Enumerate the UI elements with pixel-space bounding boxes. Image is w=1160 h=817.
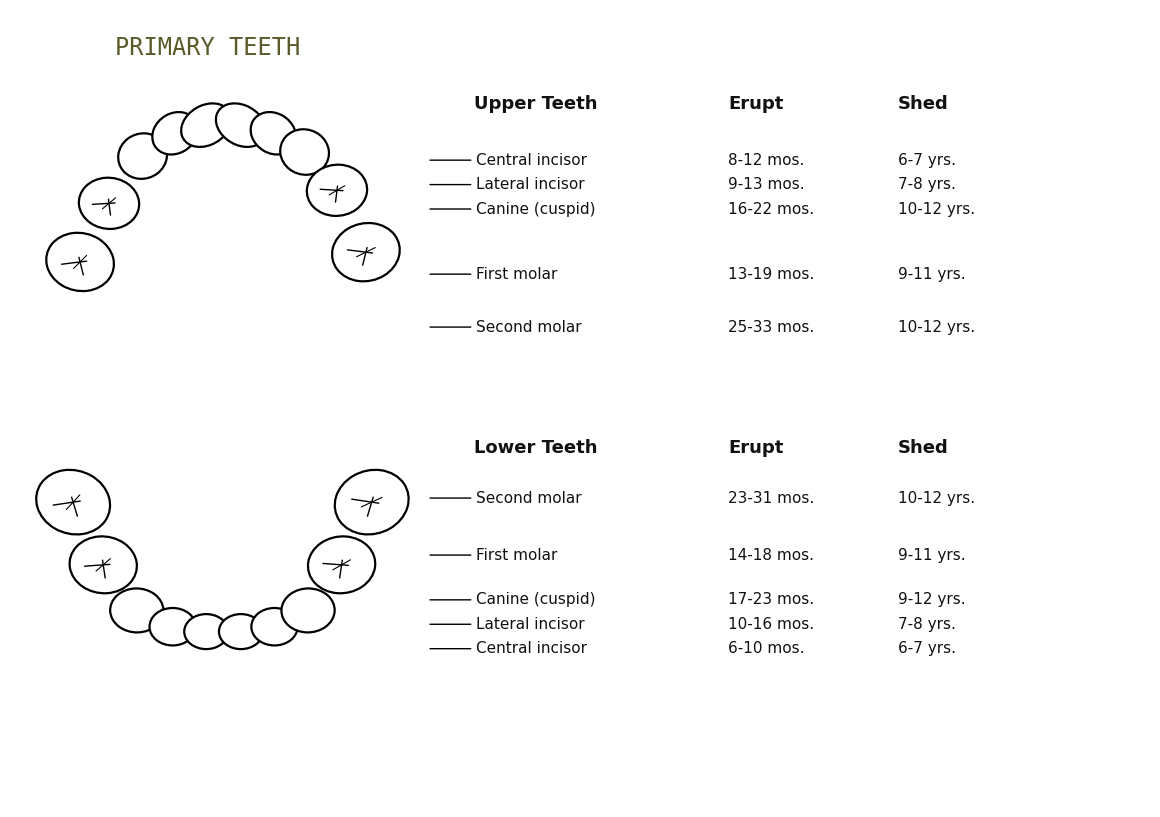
Text: 10-12 yrs.: 10-12 yrs. [898,202,976,217]
Text: 6-7 yrs.: 6-7 yrs. [898,153,956,167]
Ellipse shape [307,537,375,593]
Text: Upper Teeth: Upper Teeth [473,95,597,113]
Text: 10-16 mos.: 10-16 mos. [728,617,814,632]
Text: Lateral incisor: Lateral incisor [476,617,585,632]
Text: 16-22 mos.: 16-22 mos. [728,202,814,217]
Text: 8-12 mos.: 8-12 mos. [728,153,805,167]
Text: Erupt: Erupt [728,440,783,458]
Text: 14-18 mos.: 14-18 mos. [728,547,814,563]
Text: 25-33 mos.: 25-33 mos. [728,319,814,335]
Ellipse shape [184,614,229,649]
Ellipse shape [332,223,400,281]
Text: Erupt: Erupt [728,95,783,113]
Text: Canine (cuspid): Canine (cuspid) [476,592,595,607]
Text: 9-12 yrs.: 9-12 yrs. [898,592,966,607]
Text: Central incisor: Central incisor [476,153,587,167]
Text: Lower Teeth: Lower Teeth [473,440,597,458]
Text: Lateral incisor: Lateral incisor [476,177,585,192]
Text: Canine (cuspid): Canine (cuspid) [476,202,595,217]
Text: 17-23 mos.: 17-23 mos. [728,592,814,607]
Ellipse shape [118,133,167,179]
Ellipse shape [79,178,139,229]
Text: Second molar: Second molar [476,319,581,335]
Text: 6-10 mos.: 6-10 mos. [728,641,805,656]
Text: Second molar: Second molar [476,490,581,506]
Ellipse shape [110,588,164,632]
Ellipse shape [252,608,298,645]
Ellipse shape [281,129,329,175]
Text: 7-8 yrs.: 7-8 yrs. [898,617,956,632]
Ellipse shape [282,588,335,632]
Ellipse shape [70,537,137,593]
Text: Central incisor: Central incisor [476,641,587,656]
Ellipse shape [219,614,263,649]
Text: 7-8 yrs.: 7-8 yrs. [898,177,956,192]
Text: PRIMARY TEETH: PRIMARY TEETH [115,36,300,60]
Text: 9-11 yrs.: 9-11 yrs. [898,266,966,282]
Text: 9-11 yrs.: 9-11 yrs. [898,547,966,563]
Text: First molar: First molar [476,266,557,282]
Text: Shed: Shed [898,440,949,458]
Ellipse shape [46,233,114,291]
Text: Shed: Shed [898,95,949,113]
Ellipse shape [181,104,231,147]
Ellipse shape [150,608,196,645]
Text: 10-12 yrs.: 10-12 yrs. [898,490,976,506]
Ellipse shape [216,104,266,147]
Text: First molar: First molar [476,547,557,563]
Text: 6-7 yrs.: 6-7 yrs. [898,641,956,656]
Ellipse shape [307,165,367,216]
Text: 9-13 mos.: 9-13 mos. [728,177,805,192]
Text: 13-19 mos.: 13-19 mos. [728,266,814,282]
Ellipse shape [251,112,296,154]
Ellipse shape [335,470,408,534]
Text: 23-31 mos.: 23-31 mos. [728,490,814,506]
Ellipse shape [152,112,197,154]
Text: 10-12 yrs.: 10-12 yrs. [898,319,976,335]
Ellipse shape [36,470,110,534]
